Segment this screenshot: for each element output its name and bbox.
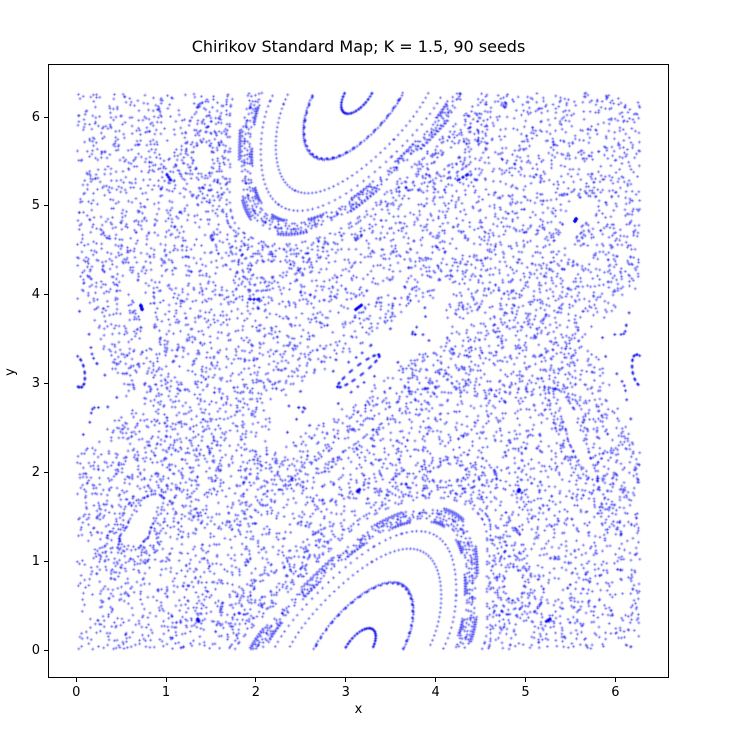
x-tick-mark (165, 678, 167, 682)
y-tick-mark (44, 560, 48, 562)
y-tick-mark (44, 205, 48, 207)
y-tick-label: 0 (31, 642, 40, 658)
scatter-canvas (49, 65, 668, 677)
axes (48, 64, 669, 678)
y-tick-label: 6 (31, 109, 40, 125)
x-axis-label: x (354, 702, 363, 717)
y-tick-mark (44, 649, 48, 651)
x-tick-mark (435, 678, 437, 682)
x-tick-label: 1 (161, 685, 171, 700)
x-tick-label: 0 (72, 685, 81, 700)
x-tick-mark (524, 678, 526, 682)
chart-title: Chirikov Standard Map; K = 1.5, 90 seeds (191, 37, 526, 56)
x-tick-mark (255, 678, 257, 682)
y-axis-label: y (3, 368, 18, 376)
x-tick-label: 6 (611, 685, 620, 700)
x-tick-label: 2 (251, 685, 261, 700)
y-tick-mark (44, 116, 48, 118)
x-tick-label: 3 (341, 685, 350, 700)
x-tick-mark (614, 678, 616, 682)
x-tick-mark (75, 678, 77, 682)
y-tick-mark (44, 471, 48, 473)
y-tick-mark (44, 294, 48, 296)
x-tick-label: 4 (431, 685, 440, 700)
y-tick-label: 5 (31, 198, 40, 214)
x-tick-mark (345, 678, 347, 682)
y-tick-mark (44, 383, 48, 385)
y-tick-label: 2 (31, 464, 40, 480)
y-tick-label: 1 (31, 553, 40, 569)
y-tick-label: 3 (31, 376, 40, 392)
y-tick-label: 4 (31, 287, 40, 303)
x-tick-label: 5 (521, 685, 530, 700)
